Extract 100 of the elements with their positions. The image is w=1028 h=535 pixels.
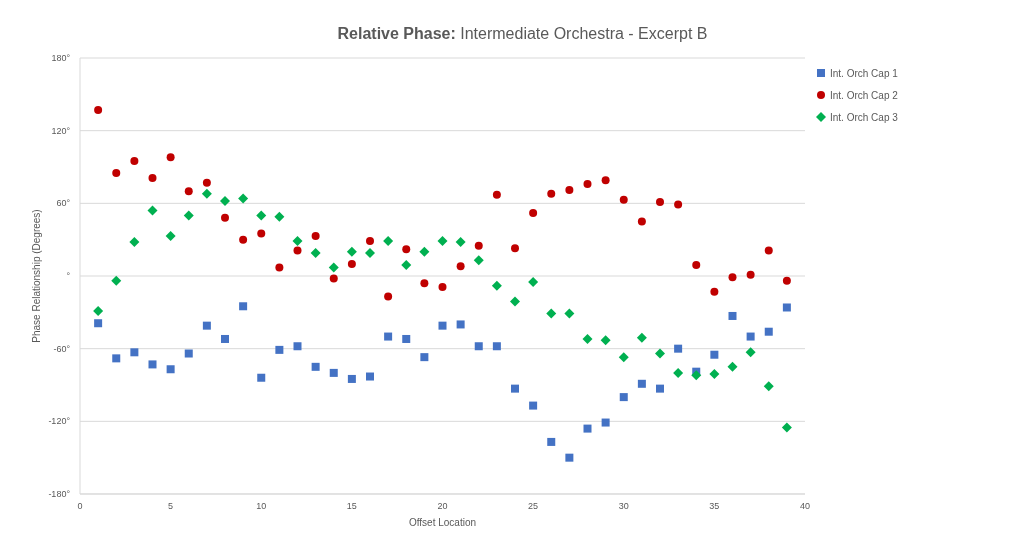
point (510, 296, 520, 307)
point (93, 306, 104, 317)
x-tick-label: 0 (77, 501, 83, 511)
point (600, 335, 611, 346)
point (130, 156, 139, 165)
point (492, 190, 501, 199)
x-axis-title: Offset Location (408, 517, 477, 528)
point (728, 273, 737, 282)
point (347, 259, 356, 268)
point (691, 370, 702, 381)
point (456, 262, 465, 271)
point (438, 321, 447, 330)
point (275, 263, 284, 272)
point (438, 282, 447, 291)
point (202, 321, 211, 330)
point (547, 437, 556, 446)
point (419, 246, 430, 257)
point (529, 209, 538, 218)
point (637, 217, 646, 226)
point (745, 347, 756, 358)
point (420, 353, 429, 362)
point (674, 344, 683, 353)
point (257, 229, 266, 238)
point (455, 237, 466, 248)
point (310, 247, 321, 258)
point (746, 332, 755, 341)
point (311, 232, 320, 241)
point (129, 237, 140, 248)
point (564, 308, 575, 319)
legend-label: Int. Orch Cap 3 (830, 111, 899, 123)
point (582, 333, 593, 344)
point (328, 262, 339, 273)
point (112, 169, 121, 178)
point (183, 210, 194, 221)
point (546, 308, 557, 319)
point (601, 418, 610, 427)
x-tick-label: 20 (437, 501, 448, 511)
point (383, 235, 394, 246)
point (473, 255, 484, 266)
point (692, 261, 701, 270)
point (547, 189, 556, 198)
point (619, 393, 628, 402)
point (111, 275, 122, 286)
point (728, 311, 737, 320)
point (221, 213, 229, 222)
point (346, 246, 357, 257)
point (293, 342, 302, 351)
point (257, 373, 266, 382)
point (238, 193, 249, 204)
point (782, 276, 791, 285)
point (528, 277, 539, 288)
point (674, 200, 683, 209)
point (764, 327, 773, 336)
point (275, 345, 284, 354)
point (329, 274, 338, 283)
point (239, 302, 248, 311)
point (583, 179, 592, 188)
point (166, 365, 175, 374)
point (148, 360, 157, 369)
x-tick-label: 15 (346, 501, 357, 511)
x-tick-label: 40 (799, 501, 811, 511)
y-tick-label: -180° (48, 489, 71, 500)
point (184, 349, 193, 358)
point (491, 280, 502, 291)
point (366, 372, 374, 381)
point (130, 348, 139, 357)
y-tick-label: 180° (51, 53, 71, 64)
y-tick-label: ° (66, 271, 71, 282)
y-tick-label: 120° (51, 125, 71, 136)
point (292, 235, 303, 246)
point (147, 205, 158, 216)
point (94, 106, 103, 115)
y-tick-label: 60° (56, 198, 71, 209)
point (746, 270, 755, 279)
point (710, 287, 719, 296)
point (402, 245, 411, 254)
point (148, 173, 157, 182)
point (656, 198, 664, 207)
point (239, 235, 248, 244)
point (727, 361, 738, 372)
point (764, 246, 773, 255)
point (329, 368, 338, 377)
point (166, 153, 175, 162)
chart-title: Relative Phase: Intermediate Orchestra - Excerpt B (337, 25, 708, 42)
point (401, 260, 412, 271)
point (420, 279, 429, 288)
legend-label: Int. Orch Cap 1 (830, 67, 899, 79)
x-tick-label: 10 (256, 501, 267, 511)
x-tick-label: 35 (709, 501, 720, 511)
point (782, 303, 791, 312)
y-tick-label: -60° (53, 343, 71, 354)
y-tick-label: -120° (48, 416, 71, 427)
point (220, 195, 230, 206)
point (274, 211, 285, 222)
point (656, 384, 664, 393)
point (456, 320, 465, 329)
point (637, 379, 646, 388)
point (618, 352, 629, 363)
point (311, 362, 320, 371)
point (492, 342, 501, 351)
